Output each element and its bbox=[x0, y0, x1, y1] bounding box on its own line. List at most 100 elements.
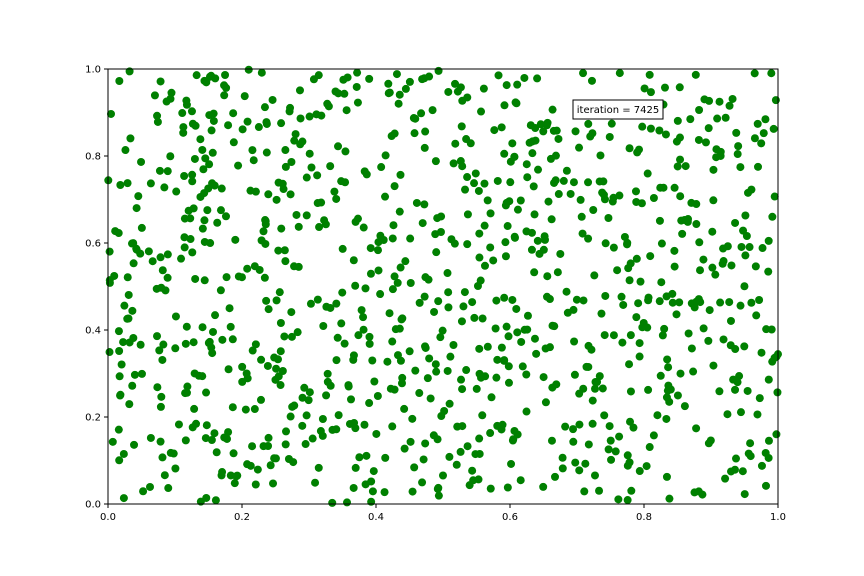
scatter-point bbox=[124, 290, 133, 299]
scatter-point bbox=[658, 331, 667, 340]
scatter-point bbox=[456, 83, 465, 92]
scatter-point bbox=[317, 198, 326, 207]
scatter-point bbox=[595, 177, 604, 186]
scatter-point bbox=[492, 296, 501, 305]
scatter-point bbox=[611, 447, 620, 456]
scatter-point bbox=[360, 167, 369, 176]
scatter-point bbox=[192, 71, 201, 80]
scatter-point bbox=[731, 385, 740, 394]
scatter-point bbox=[351, 463, 360, 472]
scatter-point bbox=[500, 149, 509, 158]
scatter-point bbox=[332, 194, 341, 203]
scatter-point bbox=[428, 106, 437, 115]
scatter-point bbox=[655, 216, 664, 225]
scatter-point bbox=[486, 209, 495, 218]
scatter-point bbox=[501, 252, 510, 261]
scatter-point bbox=[694, 295, 703, 304]
scatter-point bbox=[334, 411, 343, 420]
plot-frame bbox=[107, 68, 779, 505]
scatter-point bbox=[155, 346, 164, 355]
scatter-point bbox=[400, 444, 409, 453]
scatter-point bbox=[634, 299, 643, 308]
scatter-point bbox=[737, 242, 746, 251]
scatter-point bbox=[388, 422, 397, 431]
scatter-point bbox=[318, 431, 327, 440]
scatter-point bbox=[680, 402, 689, 411]
scatter-point bbox=[323, 369, 332, 378]
scatter-point bbox=[295, 86, 304, 95]
scatter-point bbox=[604, 214, 613, 223]
scatter-point bbox=[178, 109, 187, 118]
scatter-point bbox=[569, 437, 578, 446]
scatter-point bbox=[333, 333, 342, 342]
scatter-point bbox=[163, 273, 172, 282]
scatter-point bbox=[182, 322, 191, 331]
scatter-point bbox=[260, 103, 269, 112]
scatter-point bbox=[507, 459, 516, 468]
scatter-point bbox=[601, 291, 610, 300]
scatter-point bbox=[543, 118, 552, 127]
scatter-point bbox=[286, 103, 295, 112]
scatter-point bbox=[181, 339, 190, 348]
scatter-point bbox=[220, 91, 229, 100]
scatter-point bbox=[501, 238, 510, 247]
scatter-point bbox=[365, 339, 374, 348]
scatter-point bbox=[543, 272, 552, 281]
scatter-point bbox=[203, 206, 212, 215]
scatter-point bbox=[192, 419, 201, 428]
scatter-point bbox=[625, 276, 634, 285]
scatter-point bbox=[272, 195, 281, 204]
scatter-point bbox=[600, 195, 609, 204]
scatter-point bbox=[463, 210, 472, 219]
scatter-point bbox=[405, 347, 414, 356]
scatter-point bbox=[250, 262, 259, 271]
scatter-point bbox=[753, 410, 762, 419]
scatter-point bbox=[411, 366, 420, 375]
scatter-point bbox=[420, 292, 429, 301]
scatter-point bbox=[643, 323, 652, 332]
scatter-point bbox=[421, 343, 430, 352]
scatter-point bbox=[213, 218, 222, 227]
scatter-point bbox=[417, 109, 426, 118]
scatter-point bbox=[157, 392, 166, 401]
scatter-point bbox=[552, 126, 561, 135]
scatter-point bbox=[676, 192, 685, 201]
scatter-point bbox=[513, 205, 522, 214]
scatter-point bbox=[541, 398, 550, 407]
scatter-point bbox=[617, 292, 626, 301]
scatter-point bbox=[260, 273, 269, 282]
scatter-point bbox=[590, 471, 599, 480]
scatter-point bbox=[357, 306, 366, 315]
scatter-point bbox=[302, 211, 311, 220]
scatter-point bbox=[376, 290, 385, 299]
scatter-point bbox=[353, 214, 362, 223]
scatter-point bbox=[618, 338, 627, 347]
scatter-point bbox=[527, 245, 536, 254]
scatter-point bbox=[354, 331, 363, 340]
scatter-point bbox=[478, 411, 487, 420]
scatter-point bbox=[434, 297, 443, 306]
scatter-point bbox=[359, 325, 368, 334]
scatter-point bbox=[450, 239, 459, 248]
points-layer bbox=[104, 65, 782, 507]
scatter-point bbox=[744, 449, 753, 458]
scatter-point bbox=[276, 347, 285, 356]
scatter-point bbox=[643, 169, 652, 178]
scatter-point bbox=[547, 436, 556, 445]
scatter-point bbox=[172, 187, 181, 196]
scatter-point bbox=[513, 328, 522, 337]
scatter-point bbox=[736, 301, 745, 310]
scatter-point bbox=[280, 246, 289, 255]
scatter-point bbox=[642, 462, 651, 471]
scatter-point bbox=[708, 263, 717, 272]
scatter-point bbox=[745, 243, 754, 252]
scatter-point bbox=[755, 295, 764, 304]
scatter-point bbox=[276, 318, 285, 327]
scatter-point bbox=[390, 129, 399, 138]
scatter-point bbox=[553, 268, 562, 277]
scatter-point bbox=[623, 461, 632, 470]
scatter-point bbox=[757, 348, 766, 357]
y-tick-label: 0.4 bbox=[85, 326, 101, 337]
scatter-point bbox=[204, 184, 213, 193]
